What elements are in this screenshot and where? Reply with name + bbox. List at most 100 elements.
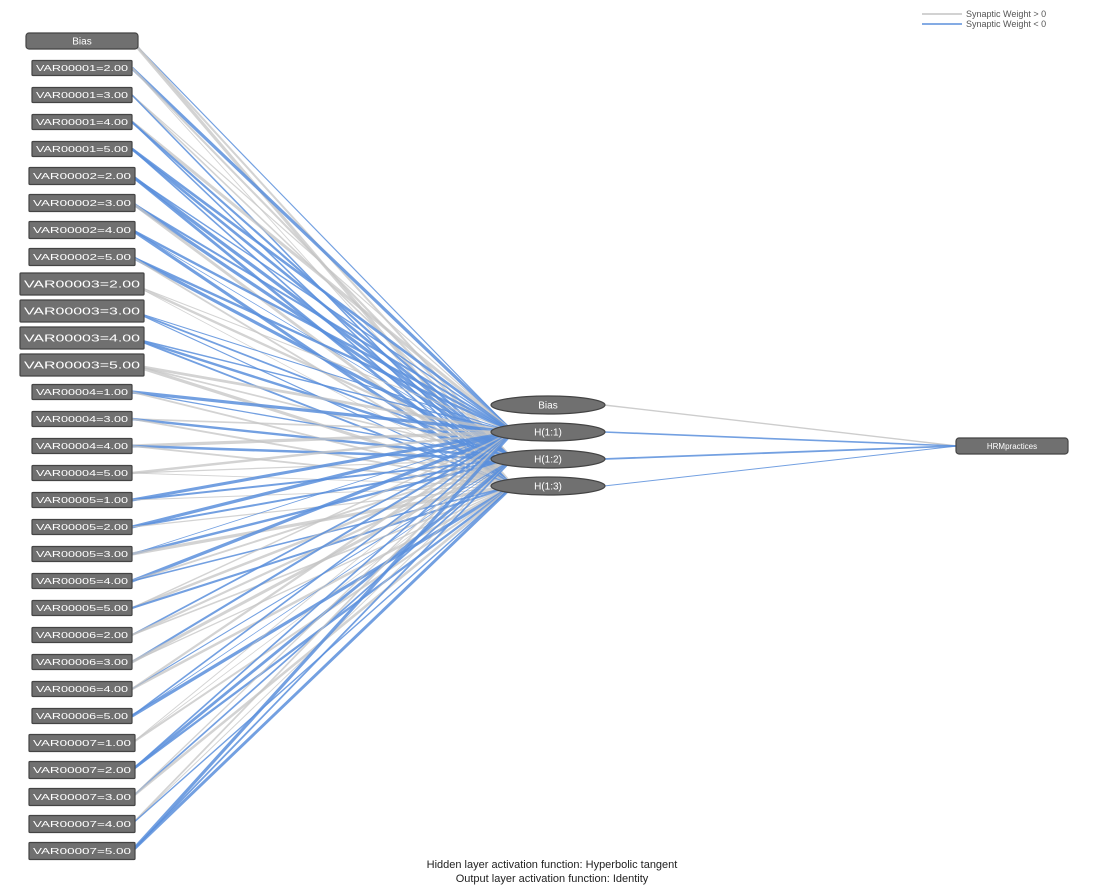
input-node-var00005-5-00: VAR00005=5.00: [31, 599, 133, 617]
input-node-box: [31, 59, 133, 77]
input-node-box: [31, 383, 133, 401]
input-node-label: VAR00006=5.00: [36, 712, 129, 721]
input-node-box: [31, 86, 133, 104]
input-node-box: [19, 353, 145, 377]
connection-line: [131, 431, 514, 717]
input-node-box: [28, 814, 136, 834]
input-node-box: [28, 247, 136, 267]
connection-line: [130, 430, 515, 853]
input-bias-node: Bias: [25, 32, 139, 50]
connection-line: [131, 431, 514, 798]
hidden-node-h-1-2: H(1:2): [490, 449, 606, 469]
input-node-box: [28, 787, 136, 807]
input-node-label: VAR00007=5.00: [33, 846, 131, 856]
input-node-var00006-5-00: VAR00006=5.00: [31, 707, 133, 725]
synaptic-connections: [130, 39, 958, 853]
input-node-var00003-3-00: VAR00003=3.00: [19, 299, 145, 323]
input-node-var00002-2-00: VAR00002=2.00: [28, 166, 136, 186]
connection-line: [131, 431, 514, 771]
connection-line: [131, 430, 514, 502]
input-node-box: [31, 464, 133, 482]
input-node-label: VAR00001=2.00: [36, 64, 129, 73]
hidden-node-label: H(1:1): [534, 428, 562, 439]
input-node-var00004-5-00: VAR00004=5.00: [31, 464, 133, 482]
input-node-var00007-3-00: VAR00007=3.00: [28, 787, 136, 807]
input-node-label: VAR00001=3.00: [36, 91, 129, 100]
legend-negative-label: Synaptic Weight < 0: [966, 19, 1046, 29]
input-node-box: [28, 220, 136, 240]
connection-line: [603, 445, 958, 460]
input-layer: Bias VAR00001=2.00 VAR00001=3.00 VAR00001=4…: [19, 32, 145, 861]
hidden-activation-text: Hidden layer activation function: Hyperb…: [427, 859, 678, 871]
input-node-var00004-4-00: VAR00004=4.00: [31, 437, 133, 455]
input-node-label: VAR00001=4.00: [36, 118, 129, 127]
input-node-var00007-4-00: VAR00007=4.00: [28, 814, 136, 834]
output-node-hrmpractices: HRMpractices: [955, 437, 1069, 455]
hidden-node-label: H(1:3): [534, 482, 562, 493]
input-node-label: Bias: [72, 37, 91, 48]
input-node-box: [31, 491, 133, 509]
input-node-label: VAR00004=1.00: [36, 388, 129, 397]
connection-line: [131, 283, 514, 433]
input-node-label: VAR00006=3.00: [36, 658, 129, 667]
connection-line: [131, 458, 514, 852]
input-node-var00004-3-00: VAR00004=3.00: [31, 410, 133, 428]
input-node-box: [28, 733, 136, 753]
input-node-box: [19, 326, 145, 350]
input-node-var00007-1-00: VAR00007=1.00: [28, 733, 136, 753]
input-node-box: [31, 599, 133, 617]
connection-line: [131, 94, 514, 433]
input-node-label: VAR00007=1.00: [33, 738, 131, 748]
input-node-var00005-1-00: VAR00005=1.00: [31, 491, 133, 509]
input-node-label: VAR00003=2.00: [24, 279, 140, 291]
hidden-bias-node: Bias: [490, 395, 606, 415]
connection-line: [131, 337, 514, 433]
input-node-label: VAR00002=2.00: [33, 171, 131, 181]
input-node-label: VAR00002=4.00: [33, 225, 131, 235]
input-node-label: VAR00005=3.00: [36, 550, 129, 559]
connection-line: [603, 445, 958, 487]
input-node-box: [28, 841, 136, 861]
input-node-var00005-4-00: VAR00005=4.00: [31, 572, 133, 590]
input-node-box: [31, 707, 133, 725]
connection-line: [131, 430, 514, 583]
input-node-var00007-5-00: VAR00007=5.00: [28, 841, 136, 861]
input-node-label: VAR00006=2.00: [36, 631, 129, 640]
hidden-node-shape: [490, 422, 606, 442]
input-node-var00005-2-00: VAR00005=2.00: [31, 518, 133, 536]
input-node-box: [31, 113, 133, 131]
input-node-var00003-4-00: VAR00003=4.00: [19, 326, 145, 350]
input-node-var00006-4-00: VAR00006=4.00: [31, 680, 133, 698]
input-node-var00001-2-00: VAR00001=2.00: [31, 59, 133, 77]
input-node-box: [25, 32, 139, 50]
connection-line: [131, 431, 514, 636]
input-node-box: [31, 437, 133, 455]
footer: Hidden layer activation function: Hyperb…: [427, 859, 678, 885]
input-node-label: VAR00002=5.00: [33, 252, 131, 262]
output-node-label: HRMpractices: [987, 442, 1037, 451]
input-node-box: [28, 760, 136, 780]
input-node-label: VAR00005=1.00: [36, 496, 129, 505]
input-node-box: [31, 518, 133, 536]
output-activation-text: Output layer activation function: Identi…: [456, 873, 649, 885]
connection-line: [131, 418, 514, 433]
input-node-var00005-3-00: VAR00005=3.00: [31, 545, 133, 563]
input-node-label: VAR00004=3.00: [36, 415, 129, 424]
hidden-node-shape: [490, 449, 606, 469]
input-node-label: VAR00004=4.00: [36, 442, 129, 451]
input-node-box: [31, 653, 133, 671]
input-node-box: [31, 680, 133, 698]
connection-line: [131, 431, 514, 825]
input-node-var00002-5-00: VAR00002=5.00: [28, 247, 136, 267]
input-node-label: VAR00001=5.00: [36, 145, 129, 154]
hidden-layer: Bias H(1:1) H(1:2) H(1:3): [490, 395, 606, 496]
input-node-var00003-5-00: VAR00003=5.00: [19, 353, 145, 377]
connection-line: [131, 310, 514, 433]
input-node-box: [31, 140, 133, 158]
input-node-box: [19, 299, 145, 323]
input-node-label: VAR00005=5.00: [36, 604, 129, 613]
input-node-label: VAR00007=3.00: [33, 792, 131, 802]
input-node-label: VAR00006=4.00: [36, 685, 129, 694]
input-node-label: VAR00007=2.00: [33, 765, 131, 775]
